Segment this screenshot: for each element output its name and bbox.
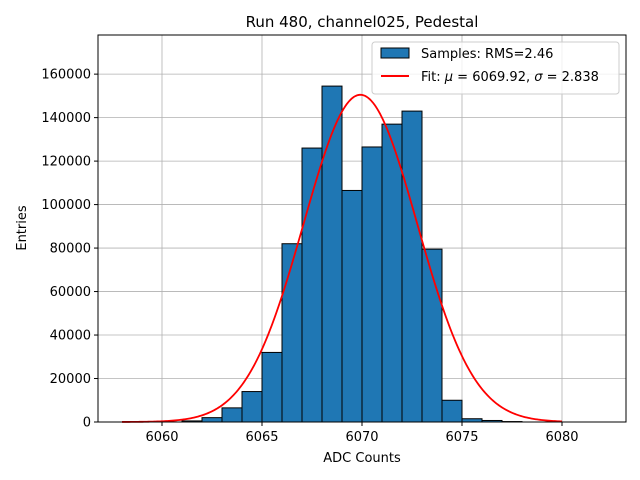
y-tick-label: 20000	[50, 372, 91, 387]
x-tick-label: 6070	[345, 430, 378, 445]
histogram-bar	[201, 417, 223, 423]
x-tick-label: 6065	[245, 430, 278, 445]
y-tick-label: 100000	[41, 198, 91, 213]
legend-box	[371, 41, 620, 95]
histogram-bar	[441, 399, 463, 423]
fit-curve-group	[122, 93, 563, 423]
y-tick-label: 60000	[50, 285, 91, 300]
y-tick-label: 140000	[41, 111, 91, 126]
histogram-bar	[381, 123, 403, 423]
histogram-bar	[241, 391, 263, 423]
histogram-bar	[221, 407, 243, 423]
fit-curve	[122, 93, 563, 423]
histogram-bar	[281, 243, 303, 423]
x-axis-label: ADC Counts	[323, 451, 401, 466]
y-tick-label: 80000	[50, 242, 91, 257]
legend-histogram-label: Samples: RMS=2.46	[421, 47, 553, 62]
histogram-bars	[181, 85, 523, 423]
legend-fit-label: Fit: μ = 6069.92, σ = 2.838	[421, 70, 599, 85]
legend-histogram-swatch	[380, 47, 410, 59]
x-tick-label: 6080	[545, 430, 578, 445]
x-tick-label: 6060	[145, 430, 178, 445]
legend-fit-prefix: Fit:	[421, 70, 445, 85]
histogram-bar	[341, 189, 363, 423]
legend-fit-sigma-symbol: σ	[534, 70, 543, 85]
y-tick-label: 120000	[41, 155, 91, 170]
y-axis-ticks: 0 20000 40000 60000 80000 100000 120000 140000 1…	[41, 68, 98, 431]
y-axis-label: Entries	[15, 205, 30, 251]
histogram-bar	[261, 351, 283, 423]
chart-title: Run 480, channel025, Pedestal	[246, 13, 479, 31]
y-tick-label: 40000	[50, 329, 91, 344]
legend: Samples: RMS=2.46 Fit: μ = 6069.92, σ = …	[371, 41, 620, 95]
histogram-bar	[361, 146, 383, 423]
x-tick-label: 6075	[445, 430, 478, 445]
histogram-bar	[321, 85, 343, 423]
legend-fit-mu-value: = 6069.92,	[453, 70, 534, 85]
legend-fit-sigma-value: = 2.838	[542, 70, 598, 85]
histogram-bar	[401, 110, 423, 423]
y-tick-label: 0	[83, 416, 91, 431]
legend-fit-mu-symbol: μ	[444, 70, 453, 85]
x-axis-ticks: 6060 6065 6070 6075 6080	[145, 422, 579, 445]
histogram-bar	[301, 147, 323, 423]
y-tick-label: 160000	[41, 68, 91, 83]
